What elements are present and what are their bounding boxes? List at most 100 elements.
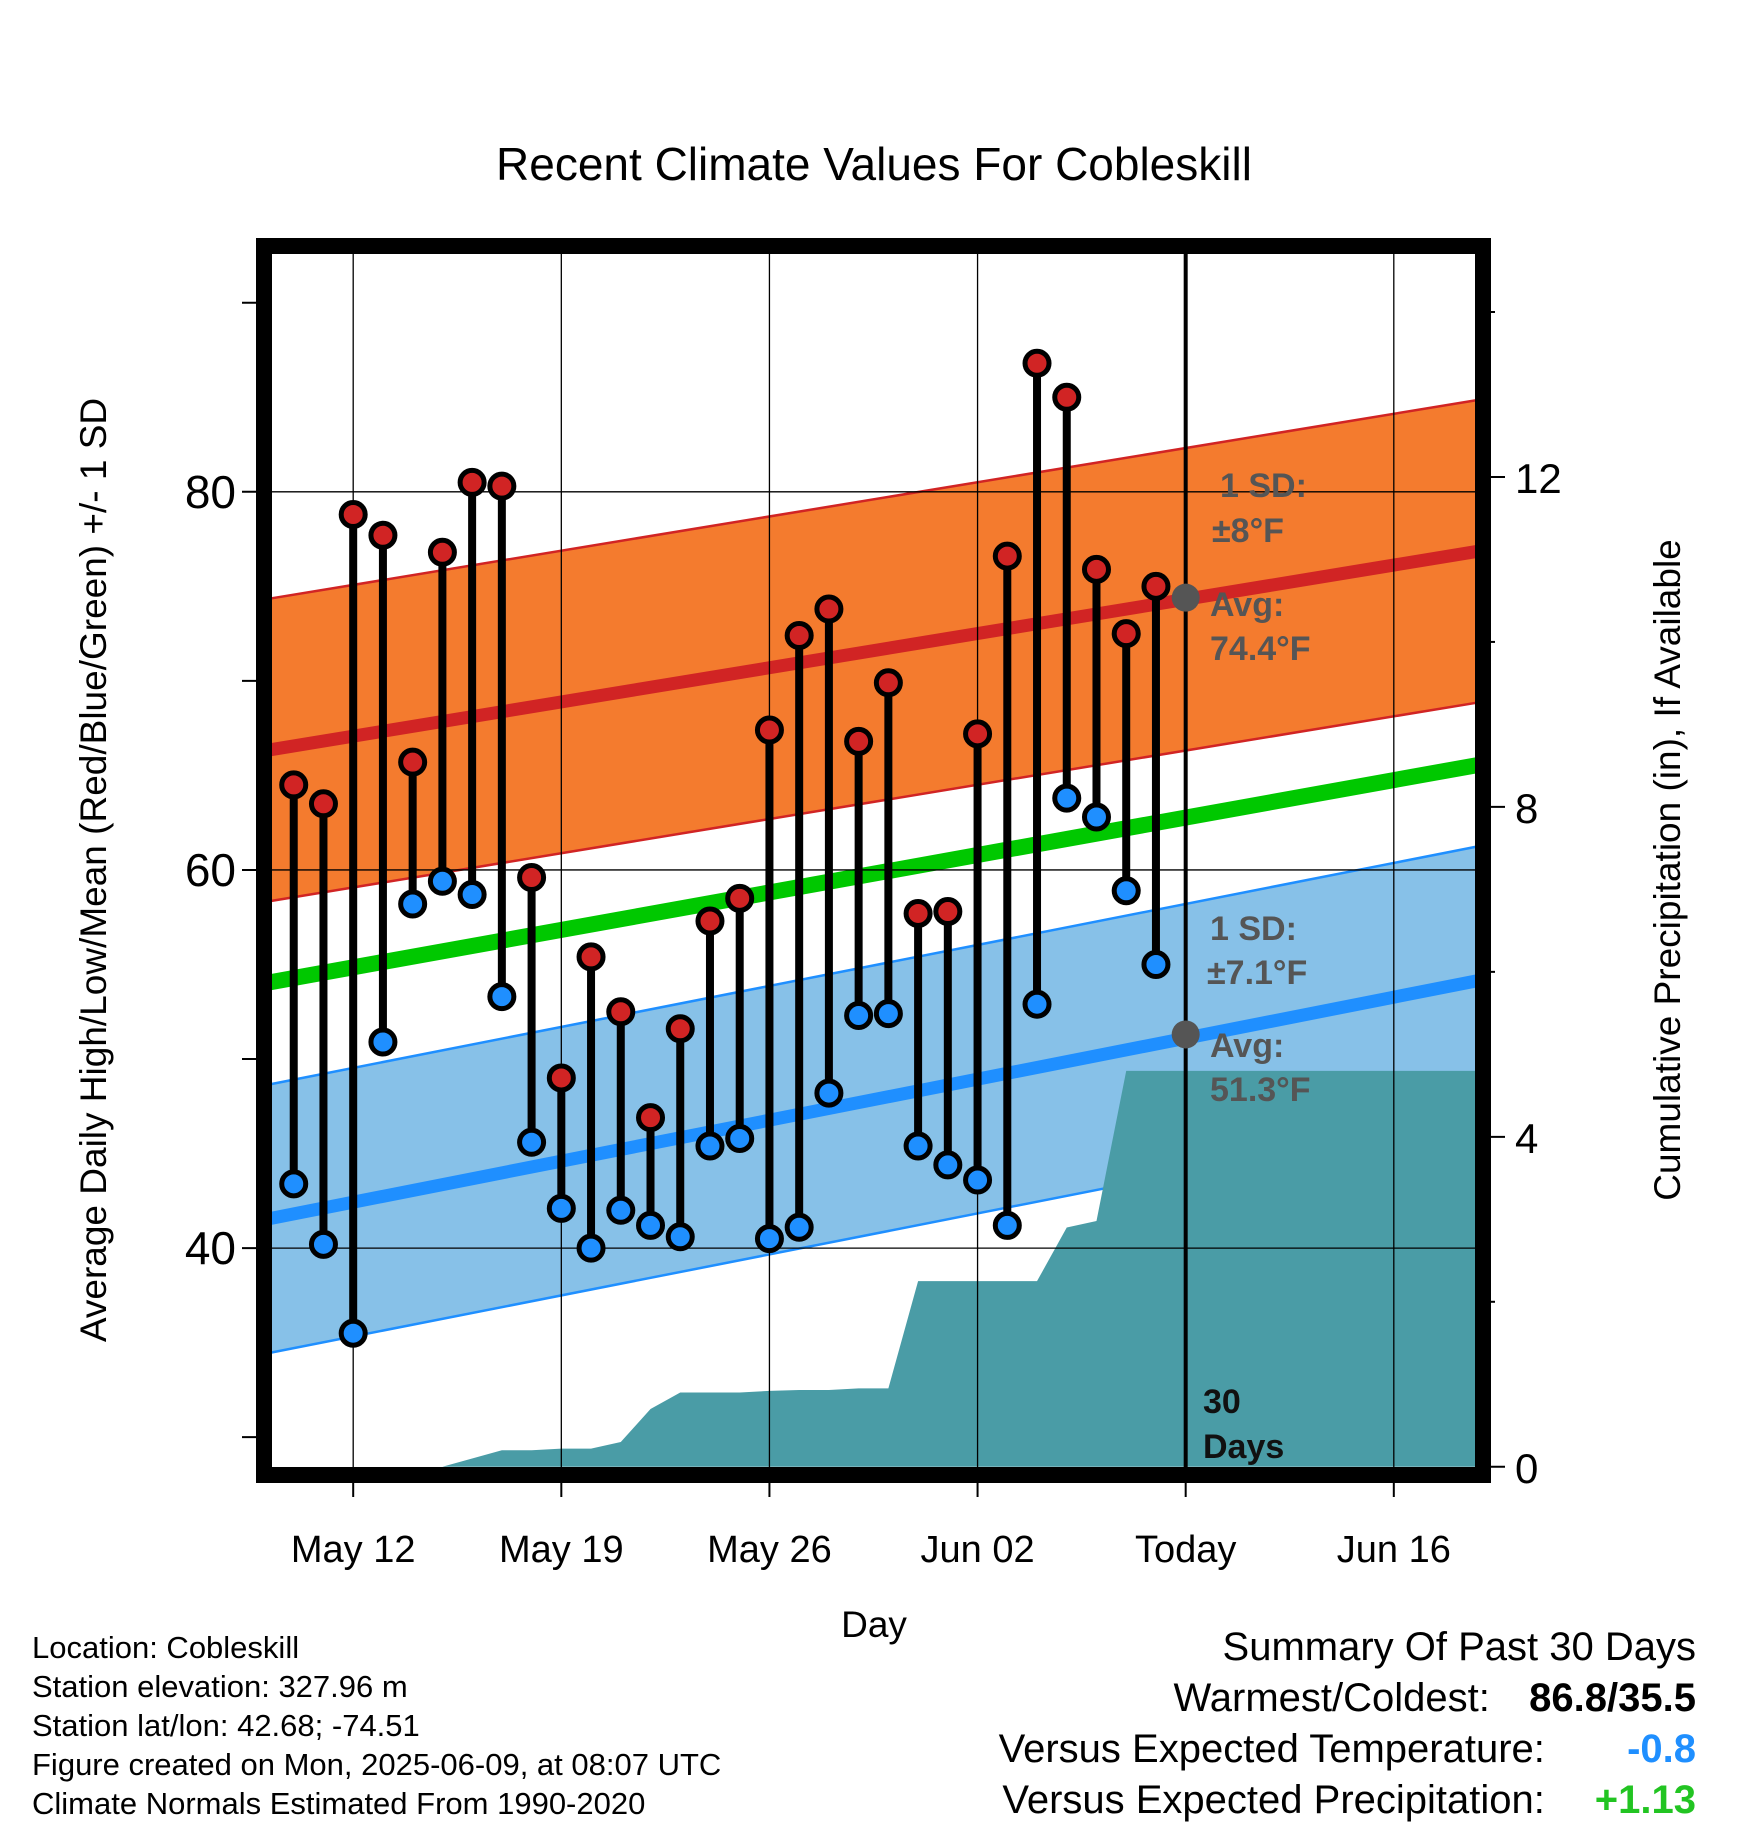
y-axis-label: Average Daily High/Low/Mean (Red/Blue/Gr…: [73, 398, 114, 1342]
plot-frame: [256, 238, 1491, 1483]
latlon-text: Station lat/lon: 42.68; -74.51: [32, 1708, 420, 1743]
high-sd-value: ±8°F: [1212, 512, 1284, 550]
daily-high-marker: [873, 668, 903, 698]
high-avg-label: Avg:: [1210, 586, 1284, 624]
y-tick-label: 40: [185, 1222, 236, 1274]
x-tick-label: Jun 02: [921, 1529, 1035, 1571]
daily-high-marker: [636, 1103, 666, 1133]
summary-temp-row: Versus Expected Temperature: -0.8: [999, 1724, 1696, 1775]
daily-high-marker: [427, 537, 457, 567]
daily-low-marker: [368, 1027, 398, 1057]
daily-low-marker: [992, 1210, 1022, 1240]
normal-low-line: [262, 973, 1485, 1227]
daily-high-marker: [1081, 554, 1111, 584]
days-word-label: Days: [1203, 1428, 1284, 1466]
annotations: 1 SD: ±8°F Avg: 74.4°F 1 SD: ±7.1°F Avg:…: [1203, 467, 1311, 1466]
daily-high-marker: [1111, 619, 1141, 649]
daily-low-marker: [338, 1318, 368, 1348]
daily-low-marker: [398, 889, 428, 919]
normal-high-line: [262, 543, 1485, 758]
y2-axis-label: Cumulative Precipitation (in), If Availa…: [1647, 539, 1688, 1201]
normal-lines: [262, 543, 1485, 1227]
y-tick-label: 80: [185, 466, 236, 518]
x-axis-label: Day: [841, 1604, 907, 1645]
daily-high-marker: [725, 883, 755, 913]
x-tick-label: May 19: [499, 1529, 624, 1571]
y-tick-label: 60: [185, 844, 236, 896]
daily-low-marker: [546, 1193, 576, 1223]
created-text: Figure created on Mon, 2025-06-09, at 08…: [32, 1747, 722, 1782]
daily-high-marker: [308, 789, 338, 819]
daily-low-marker: [606, 1195, 636, 1225]
y2-tick-label: 12: [1515, 455, 1562, 502]
daily-low-marker: [279, 1169, 309, 1199]
today-high-avg-marker: [1171, 583, 1200, 612]
daily-low-marker: [457, 880, 487, 910]
warm-cold-value: 86.8/35.5: [1529, 1676, 1696, 1720]
daily-high-marker: [844, 726, 874, 756]
daily-low-marker: [873, 999, 903, 1029]
today-markers: [1171, 583, 1200, 1049]
daily-high-marker: [903, 898, 933, 928]
daily-high-marker: [814, 594, 844, 624]
high-sd-label: 1 SD:: [1220, 467, 1307, 505]
daily-low-marker: [754, 1224, 784, 1254]
summary-warm-cold-row: Warmest/Coldest: 86.8/35.5: [999, 1673, 1697, 1724]
high-sd-band-lower-edge: [263, 700, 1484, 904]
daily-high-marker: [368, 520, 398, 550]
daily-high-marker: [279, 770, 309, 800]
low-avg-value: 51.3°F: [1210, 1071, 1311, 1109]
normals-text: Climate Normals Estimated From 1990-2020: [32, 1786, 646, 1821]
normal-mean-line: [262, 756, 1485, 992]
precipitation-area: [264, 1070, 1483, 1467]
daily-high-marker: [665, 1014, 695, 1044]
daily-low-marker: [517, 1127, 547, 1157]
daily-low-marker: [308, 1229, 338, 1259]
daily-high-marker: [546, 1063, 576, 1093]
daily-low-marker: [1052, 783, 1082, 813]
daily-high-marker: [933, 897, 963, 927]
daily-low-marker: [814, 1078, 844, 1108]
daily-high-marker: [398, 747, 428, 777]
daily-low-marker: [1081, 802, 1111, 832]
daily-low-marker: [576, 1233, 606, 1263]
axes-ticks: 40 60 80 0 4 8 12 May 12 May 19 May 26 Jun 02 Today…: [185, 301, 1562, 1571]
daily-low-marker: [844, 1001, 874, 1031]
summary-title: Summary Of Past 30 Days: [1222, 1625, 1696, 1669]
daily-low-marker: [1022, 989, 1052, 1019]
daily-low-marker: [963, 1165, 993, 1195]
x-tick-label: Today: [1135, 1529, 1236, 1571]
precip-anomaly-value: +1.13: [1594, 1778, 1696, 1822]
daily-high-marker: [457, 467, 487, 497]
daily-high-marker: [695, 906, 725, 936]
precipitation-fill: [264, 1070, 1483, 1467]
daily-high-marker: [1022, 348, 1052, 378]
y2-tick-label: 4: [1515, 1115, 1538, 1162]
summary-panel: Summary Of Past 30 Days Warmest/Coldest:…: [999, 1622, 1696, 1826]
plot-border: [256, 238, 1491, 1483]
daily-high-marker: [992, 541, 1022, 571]
daily-low-marker: [636, 1210, 666, 1240]
daily-low-marker: [1141, 949, 1171, 979]
warm-cold-label: Warmest/Coldest:: [1173, 1676, 1490, 1720]
daily-low-marker: [665, 1222, 695, 1252]
chart-title: Recent Climate Values For Cobleskill: [496, 138, 1252, 190]
high-avg-value: 74.4°F: [1210, 630, 1311, 668]
high-sd-band-upper-edge: [263, 397, 1484, 601]
daily-low-marker: [427, 866, 457, 896]
daily-high-marker: [754, 715, 784, 745]
daily-high-marker: [606, 997, 636, 1027]
y2-tick-label: 8: [1515, 785, 1538, 832]
daily-high-marker: [338, 499, 368, 529]
y2-tick-label: 0: [1515, 1445, 1538, 1492]
low-sd-band-upper-edge: [263, 844, 1484, 1087]
x-tick-label: Jun 16: [1337, 1529, 1451, 1571]
daily-high-marker: [963, 719, 993, 749]
daily-low-marker: [695, 1131, 725, 1161]
daily-low-marker: [903, 1131, 933, 1161]
today-low-avg-marker: [1171, 1020, 1200, 1049]
daily-range-stems: [279, 348, 1171, 1348]
summary-precip-row: Versus Expected Precipitation: +1.13: [999, 1775, 1696, 1826]
daily-low-marker: [725, 1123, 755, 1153]
